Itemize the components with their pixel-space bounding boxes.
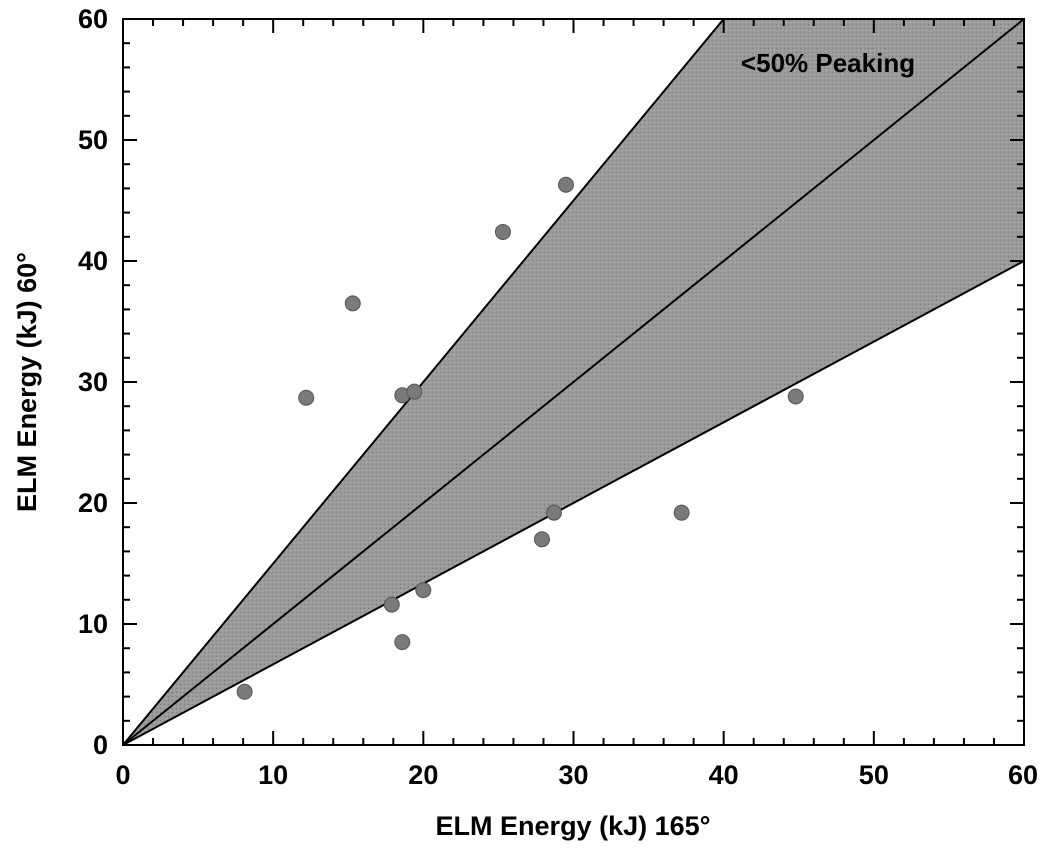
- peaking-band: [123, 19, 1024, 745]
- reference-line-lower-bound: [123, 260, 1024, 745]
- x-tick-label: 20: [408, 760, 438, 790]
- data-point: [557, 176, 574, 193]
- data-point: [545, 504, 562, 521]
- y-tick-label: 30: [78, 367, 108, 397]
- data-point: [494, 223, 511, 240]
- data-point: [533, 531, 550, 548]
- data-point: [298, 389, 315, 406]
- x-axis-title: ELM Energy (kJ) 165°: [436, 811, 711, 841]
- x-tick-label: 30: [558, 760, 588, 790]
- data-point: [344, 295, 361, 312]
- x-tick-label: 0: [115, 760, 130, 790]
- data-point: [383, 596, 400, 613]
- data-point: [236, 683, 253, 700]
- x-tick-label: 60: [1008, 760, 1038, 790]
- y-tick-label: 40: [78, 246, 108, 276]
- y-tick-label: 0: [93, 730, 108, 760]
- y-axis-tick-labels: 0 10 20 30 40 50 60: [78, 4, 108, 760]
- data-point: [394, 634, 411, 651]
- x-tick-label: 40: [709, 760, 739, 790]
- y-tick-label: 60: [78, 4, 108, 34]
- data-point: [406, 383, 423, 400]
- y-axis-title: ELM Energy (kJ) 60°: [12, 252, 42, 512]
- y-tick-label: 20: [78, 488, 108, 518]
- x-tick-label: 50: [859, 760, 889, 790]
- peaking-band-area: [123, 19, 1024, 745]
- x-tick-label: 10: [258, 760, 288, 790]
- data-point: [787, 388, 804, 405]
- y-tick-label: 50: [78, 125, 108, 155]
- data-point: [673, 504, 690, 521]
- reference-line-upper-bound: [123, 19, 725, 745]
- axis-ticks: [122, 18, 1025, 746]
- y-tick-label: 10: [78, 609, 108, 639]
- reference-lines: [123, 19, 1024, 745]
- x-axis-tick-labels: 0 10 20 30 40 50 60: [115, 760, 1038, 790]
- data-point: [415, 582, 432, 599]
- data-points: [236, 176, 804, 700]
- peaking-annotation: <50% Peaking: [741, 48, 915, 78]
- reference-line-equality: [123, 19, 1024, 745]
